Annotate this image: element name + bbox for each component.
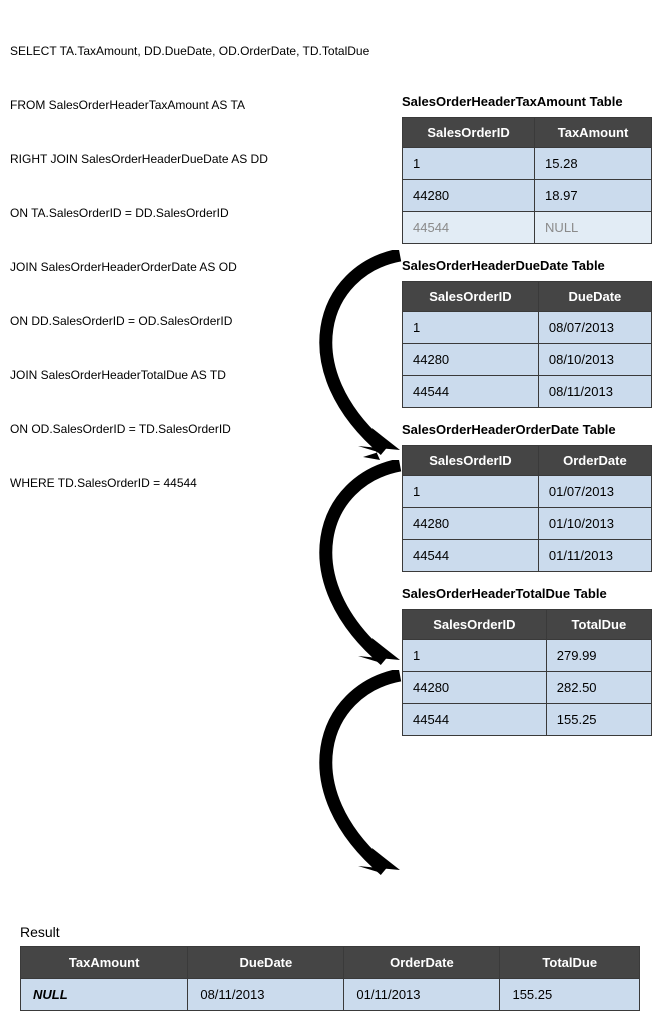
tables-column: SalesOrderHeaderTaxAmount Table SalesOrd… [402, 80, 652, 736]
cell: 01/10/2013 [538, 508, 651, 540]
cell: 01/07/2013 [538, 476, 651, 508]
join-arrow-icon [300, 670, 410, 890]
sql-line: ON OD.SalesOrderID = TD.SalesOrderID [10, 420, 369, 438]
due-date-table: SalesOrderID DueDate 1 08/07/2013 44280 … [402, 281, 652, 408]
col-header: TaxAmount [535, 118, 652, 148]
result-block: Result TaxAmount DueDate OrderDate Total… [20, 924, 640, 1011]
cell: 155.25 [500, 979, 640, 1011]
sql-line: ON DD.SalesOrderID = OD.SalesOrderID [10, 312, 369, 330]
col-header: SalesOrderID [403, 610, 547, 640]
table-title: SalesOrderHeaderDueDate Table [402, 258, 652, 273]
col-header: OrderDate [344, 947, 500, 979]
total-due-table: SalesOrderID TotalDue 1 279.99 44280 282… [402, 609, 652, 736]
cell: 1 [403, 148, 535, 180]
order-date-table: SalesOrderID OrderDate 1 01/07/2013 4428… [402, 445, 652, 572]
cell: 01/11/2013 [538, 540, 651, 572]
col-header: DueDate [538, 282, 651, 312]
sql-line: WHERE TD.SalesOrderID = 44544 [10, 474, 369, 492]
cell: 08/11/2013 [188, 979, 344, 1011]
cell: 155.25 [546, 704, 651, 736]
cell: 1 [403, 476, 539, 508]
cell: NULL [535, 212, 652, 244]
sql-line: FROM SalesOrderHeaderTaxAmount AS TA [10, 96, 369, 114]
cell: 44544 [403, 704, 547, 736]
result-title: Result [20, 924, 640, 940]
cell: 08/07/2013 [538, 312, 651, 344]
sql-line: JOIN SalesOrderHeaderOrderDate AS OD [10, 258, 369, 276]
sql-line: RIGHT JOIN SalesOrderHeaderDueDate AS DD [10, 150, 369, 168]
cell: 08/10/2013 [538, 344, 651, 376]
sql-query: SELECT TA.TaxAmount, DD.DueDate, OD.Orde… [10, 6, 369, 510]
col-header: DueDate [188, 947, 344, 979]
cell: 1 [403, 312, 539, 344]
cell: 44280 [403, 344, 539, 376]
cell: 18.97 [535, 180, 652, 212]
cell: 279.99 [546, 640, 651, 672]
col-header: TotalDue [500, 947, 640, 979]
cell: 01/11/2013 [344, 979, 500, 1011]
cell: 44280 [403, 180, 535, 212]
cell: 15.28 [535, 148, 652, 180]
cell: 282.50 [546, 672, 651, 704]
col-header: TaxAmount [21, 947, 188, 979]
cell: 44544 [403, 376, 539, 408]
sql-line: SELECT TA.TaxAmount, DD.DueDate, OD.Orde… [10, 42, 369, 60]
cell: 44544 [403, 212, 535, 244]
col-header: SalesOrderID [403, 282, 539, 312]
sql-line: ON TA.SalesOrderID = DD.SalesOrderID [10, 204, 369, 222]
cell: 44280 [403, 508, 539, 540]
cell: 44280 [403, 672, 547, 704]
col-header: TotalDue [546, 610, 651, 640]
table-title: SalesOrderHeaderTaxAmount Table [402, 94, 652, 109]
cell: NULL [21, 979, 188, 1011]
sql-line: JOIN SalesOrderHeaderTotalDue AS TD [10, 366, 369, 384]
result-table: TaxAmount DueDate OrderDate TotalDue NUL… [20, 946, 640, 1011]
col-header: OrderDate [538, 446, 651, 476]
cell: 08/11/2013 [538, 376, 651, 408]
table-title: SalesOrderHeaderTotalDue Table [402, 586, 652, 601]
col-header: SalesOrderID [403, 446, 539, 476]
col-header: SalesOrderID [403, 118, 535, 148]
tax-amount-table: SalesOrderID TaxAmount 1 15.28 44280 18.… [402, 117, 652, 244]
cell: 44544 [403, 540, 539, 572]
cell: 1 [403, 640, 547, 672]
table-title: SalesOrderHeaderOrderDate Table [402, 422, 652, 437]
